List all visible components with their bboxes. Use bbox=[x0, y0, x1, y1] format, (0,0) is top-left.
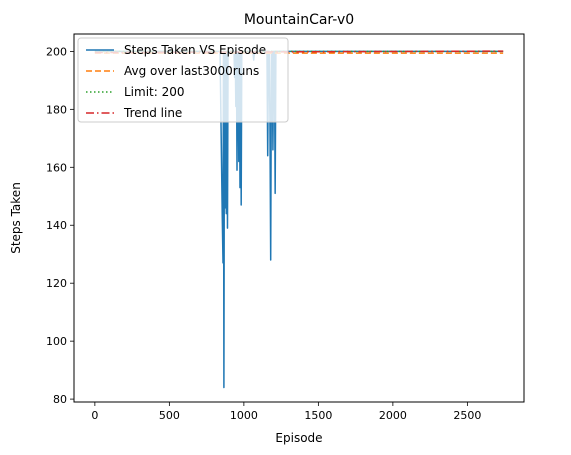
legend-label: Avg over last3000runs bbox=[124, 64, 259, 78]
legend-label: Trend line bbox=[123, 106, 182, 120]
y-tick-label: 200 bbox=[46, 45, 67, 58]
y-tick-label: 120 bbox=[46, 277, 67, 290]
axes-frame bbox=[73, 33, 525, 403]
y-tick-label: 140 bbox=[46, 219, 67, 232]
legend-label: Steps Taken VS Episode bbox=[124, 43, 266, 57]
x-tick-label: 0 bbox=[91, 409, 98, 422]
y-tick-label: 180 bbox=[46, 103, 67, 116]
y-axis-ticks: 80 100 120 140 160 180 200 bbox=[46, 45, 74, 406]
y-tick-label: 80 bbox=[53, 393, 67, 406]
legend: Steps Taken VS Episode Avg over last3000r… bbox=[77, 37, 289, 123]
y-axis-label: Steps Taken bbox=[9, 182, 23, 254]
x-tick-label: 2000 bbox=[379, 409, 407, 422]
legend-label: Limit: 200 bbox=[124, 85, 185, 99]
y-tick-label: 160 bbox=[46, 161, 67, 174]
x-axis-ticks: 0 500 1000 1500 2000 2500 bbox=[91, 402, 481, 422]
x-tick-label: 1000 bbox=[230, 409, 258, 422]
x-tick-label: 2500 bbox=[453, 409, 481, 422]
legend-box bbox=[77, 37, 289, 123]
x-tick-label: 1500 bbox=[304, 409, 332, 422]
y-tick-label: 100 bbox=[46, 335, 67, 348]
chart-title: MountainCar-v0 bbox=[244, 12, 354, 28]
x-tick-label: 500 bbox=[159, 409, 180, 422]
x-axis-label: Episode bbox=[275, 431, 322, 445]
